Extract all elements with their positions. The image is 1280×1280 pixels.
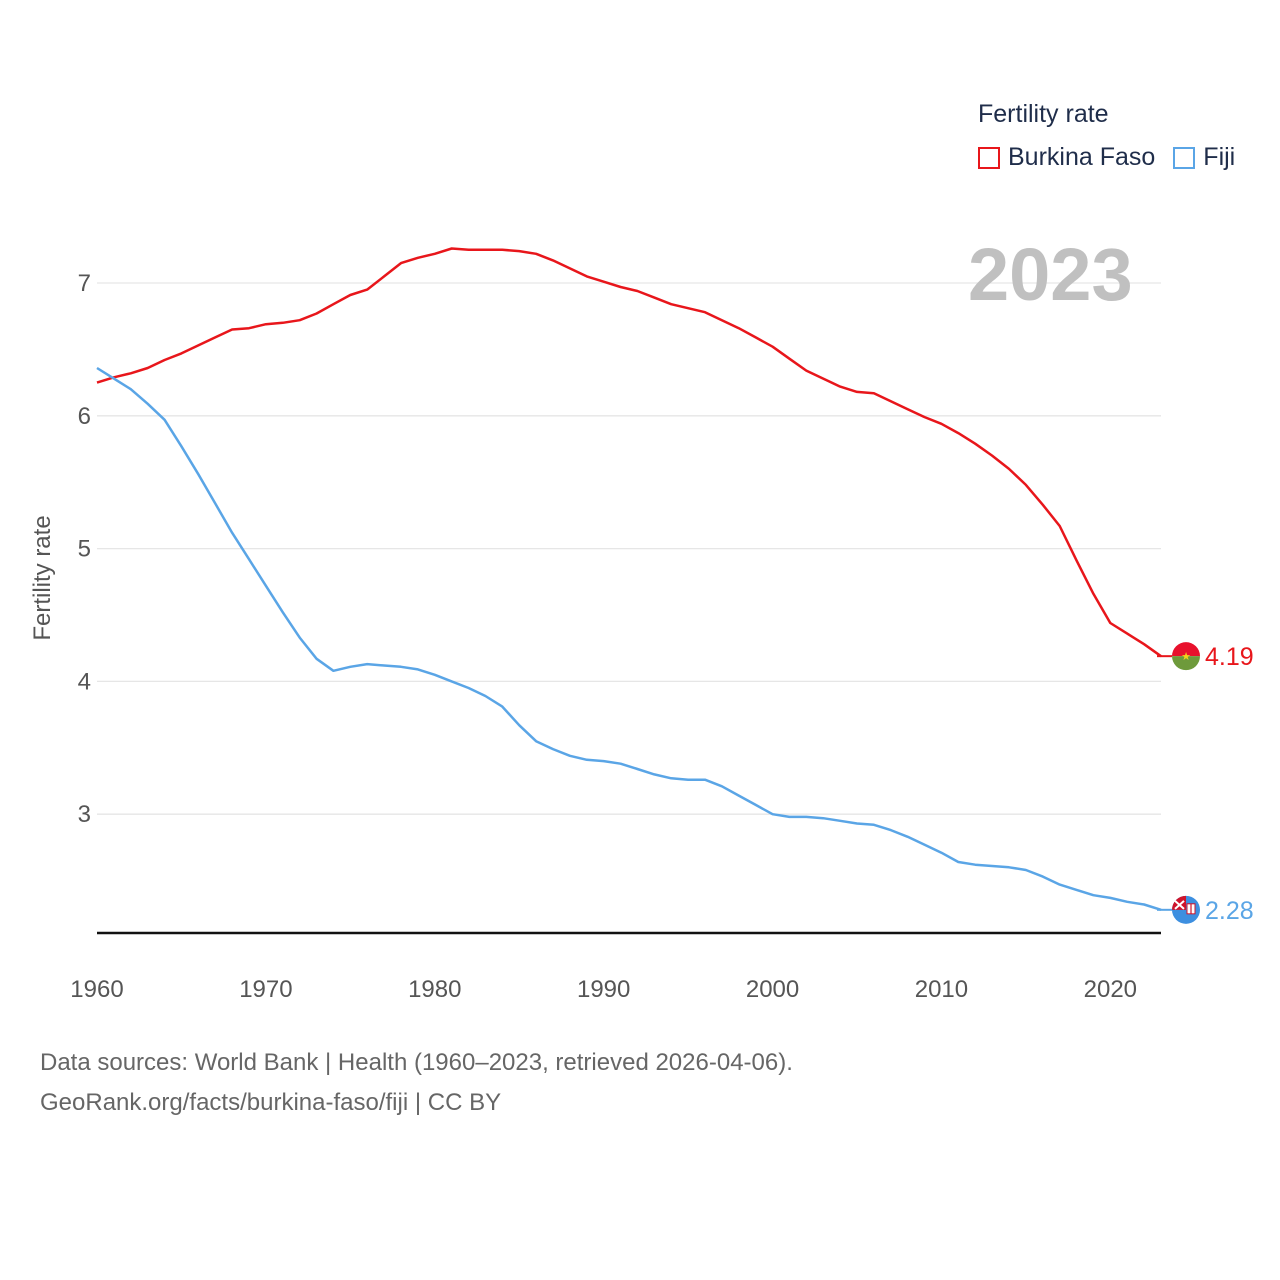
year-display: 2023 <box>968 233 1133 316</box>
legend: Burkina Faso Fiji <box>978 143 1253 172</box>
footer-sources: Data sources: World Bank | Health (1960–… <box>40 1049 793 1076</box>
x-tick-label: 2000 <box>746 976 799 1003</box>
y-axis-label: Fertility rate <box>29 515 56 641</box>
end-markers: ★ 4.19 2.28 <box>1157 642 1254 925</box>
y-tick-label: 5 <box>78 536 91 563</box>
series-line-fiji[interactable] <box>96 366 1162 911</box>
x-tick-label: 1980 <box>408 976 461 1003</box>
gridlines <box>97 282 1161 815</box>
legend-label-burkina-faso: Burkina Faso <box>1008 143 1156 171</box>
burkina-faso-flag-icon: ★ <box>1172 642 1200 671</box>
footer: Data sources: World Bank | Health (1960–… <box>40 1043 793 1123</box>
y-axis-ticks: 3 4 5 6 7 <box>78 270 91 828</box>
fiji-flag-icon <box>1172 895 1200 924</box>
legend-title: Fertility rate <box>978 100 1109 128</box>
series-line-burkina-faso[interactable] <box>96 247 1162 658</box>
y-tick-label: 7 <box>78 270 91 297</box>
y-tick-label: 3 <box>78 801 91 828</box>
end-value-label: 2.28 <box>1205 897 1254 925</box>
legend-item-burkina-faso[interactable]: Burkina Faso <box>978 143 1155 172</box>
x-tick-label: 1960 <box>70 976 123 1003</box>
x-tick-label: 2010 <box>915 976 968 1003</box>
x-tick-label: 1970 <box>239 976 292 1003</box>
y-tick-label: 4 <box>78 668 91 695</box>
legend-swatch-burkina-faso <box>978 146 1000 169</box>
x-tick-label: 2020 <box>1084 976 1137 1003</box>
end-value-label: 4.19 <box>1205 643 1254 671</box>
x-axis-ticks: 1960 1970 1980 1990 2000 2010 2020 <box>70 976 1137 1003</box>
y-tick-label: 6 <box>78 403 91 430</box>
footer-attribution[interactable]: GeoRank.org/facts/burkina-faso/fiji | CC… <box>40 1089 502 1116</box>
svg-text:★: ★ <box>1181 651 1191 663</box>
legend-item-fiji[interactable]: Fiji <box>1173 143 1235 172</box>
legend-swatch-fiji <box>1173 146 1196 169</box>
series-lines <box>96 247 1162 911</box>
legend-label-fiji: Fiji <box>1203 143 1236 171</box>
x-tick-label: 1990 <box>577 976 630 1003</box>
